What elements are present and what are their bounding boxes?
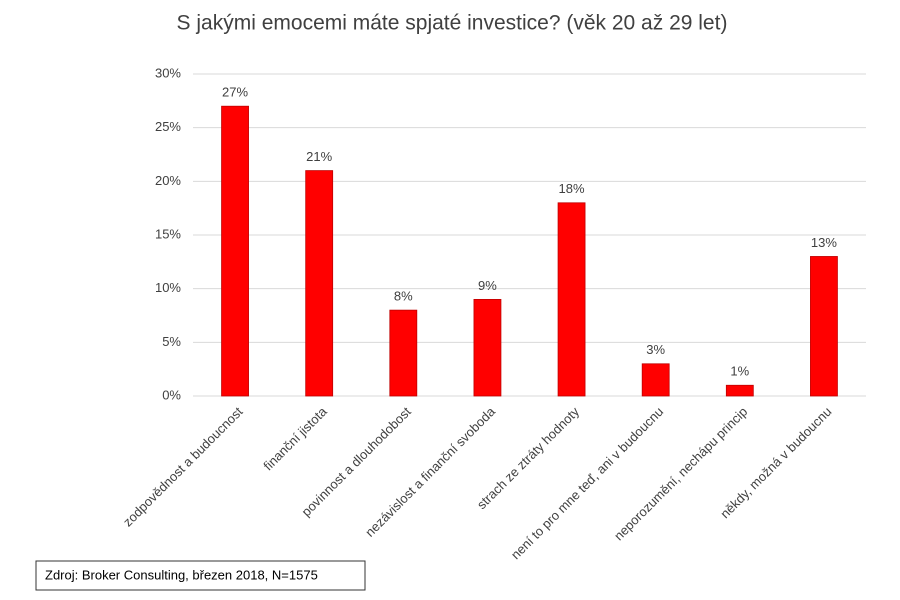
bar [557, 202, 586, 397]
y-tick-label: 30% [155, 65, 181, 80]
y-tick-label: 25% [155, 119, 181, 134]
data-label: 18% [559, 181, 585, 196]
data-label: 1% [730, 364, 749, 379]
bar [305, 170, 334, 397]
bar [389, 309, 418, 397]
y-tick-label: 10% [155, 280, 181, 295]
y-tick-label: 0% [162, 387, 181, 402]
y-tick-label: 15% [155, 226, 181, 241]
chart-title: S jakými emocemi máte spjaté investice? … [177, 12, 728, 35]
bar [473, 298, 502, 397]
y-tick-label: 5% [162, 334, 181, 349]
bar [641, 363, 670, 397]
source-box [35, 560, 366, 591]
bar [725, 384, 754, 397]
data-label: 13% [811, 235, 837, 250]
y-tick-label: 20% [155, 173, 181, 188]
source-note: Zdroj: Broker Consulting, březen 2018, N… [45, 567, 318, 582]
data-label: 3% [646, 342, 665, 357]
bar [810, 256, 838, 397]
data-label: 27% [222, 85, 248, 100]
data-label: 8% [394, 289, 413, 304]
data-label: 21% [306, 149, 332, 164]
data-label: 9% [478, 278, 497, 293]
bar [221, 105, 249, 397]
